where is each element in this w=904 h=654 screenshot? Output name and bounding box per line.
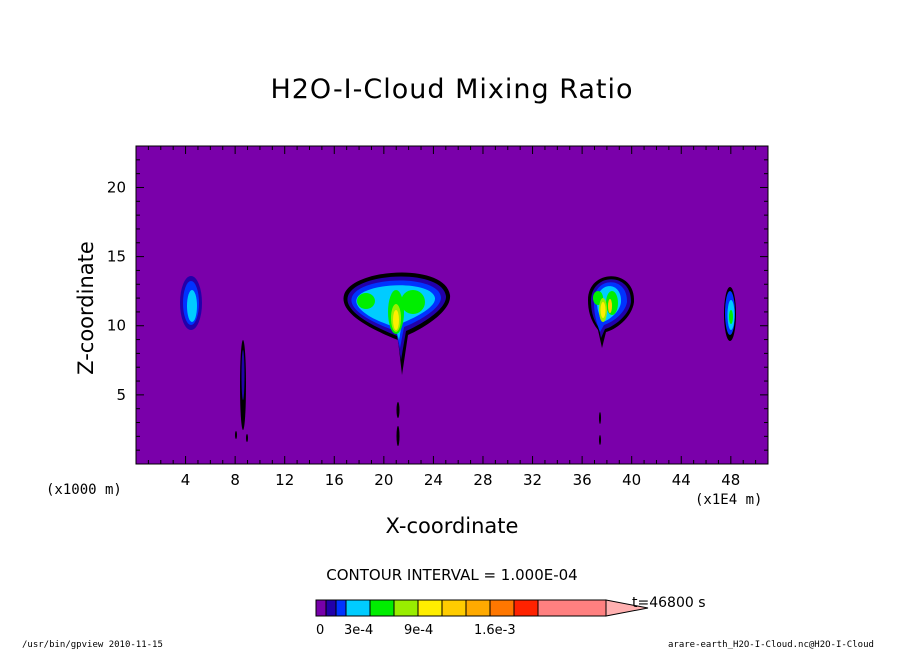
contour-interval-label: CONTOUR INTERVAL = 1.000E-04 xyxy=(326,566,578,584)
colorbar-swatch xyxy=(513,599,539,617)
colorbar-swatch xyxy=(369,599,395,617)
colorbar-swatch xyxy=(441,599,467,617)
x-tick-label: 4 xyxy=(181,471,191,489)
cloud-feature-4 xyxy=(588,276,635,445)
footer-left: /usr/bin/gpview 2010-11-15 xyxy=(22,640,163,650)
colorbar-swatch xyxy=(325,599,337,617)
colorbar-swatch xyxy=(345,599,371,617)
colorbar xyxy=(315,599,649,617)
y-tick-label: 10 xyxy=(107,317,126,335)
colorbar-label: 9e-4 xyxy=(404,623,434,638)
x-tick-label: 40 xyxy=(622,471,641,489)
x-tick-label: 44 xyxy=(672,471,691,489)
x-tick-label: 32 xyxy=(523,471,542,489)
cloud-feature-2 xyxy=(235,340,248,442)
x-tick-label: 28 xyxy=(473,471,492,489)
x-unit-right: (x1E4 m) xyxy=(695,492,763,508)
x-unit-left: (x1000 m) xyxy=(46,482,122,498)
colorbar-swatch xyxy=(489,599,515,617)
colorbar-swatch xyxy=(335,599,347,617)
x-tick-label: 36 xyxy=(573,471,592,489)
colorbar-swatch xyxy=(417,599,443,617)
x-tick-label: 8 xyxy=(230,471,240,489)
x-tick-label: 24 xyxy=(424,471,443,489)
cloud-feature-5 xyxy=(724,287,736,341)
plot-background xyxy=(136,146,768,464)
x-axis-label: X-coordinate xyxy=(385,514,519,538)
colorbar-label: 3e-4 xyxy=(344,623,374,638)
cloud-feature-3 xyxy=(343,272,451,446)
cloud-feature-1 xyxy=(180,276,202,330)
colorbar-swatch xyxy=(537,599,607,617)
footer-right: arare-earth_H2O-I-Cloud.nc@H2O-I-Cloud xyxy=(668,640,874,650)
x-tick-label: 16 xyxy=(325,471,344,489)
chart-title: H2O-I-Cloud Mixing Ratio xyxy=(270,74,634,105)
y-axis-label: Z-coordinate xyxy=(74,241,98,375)
time-label: t=46800 s xyxy=(632,595,706,611)
colorbar-swatch xyxy=(465,599,491,617)
y-tick-label: 15 xyxy=(107,248,126,266)
x-tick-label: 20 xyxy=(374,471,393,489)
colorbar-swatch xyxy=(315,599,327,617)
y-tick-label: 5 xyxy=(116,386,126,404)
y-tick-label: 20 xyxy=(107,178,126,196)
plot-frame xyxy=(135,145,769,465)
colorbar-arrow xyxy=(605,599,649,617)
colorbar-swatch xyxy=(393,599,419,617)
x-tick-label: 12 xyxy=(275,471,294,489)
colorbar-label: 1.6e-3 xyxy=(474,623,516,638)
colorbar-label: 0 xyxy=(316,623,325,638)
x-tick-label: 48 xyxy=(721,471,740,489)
